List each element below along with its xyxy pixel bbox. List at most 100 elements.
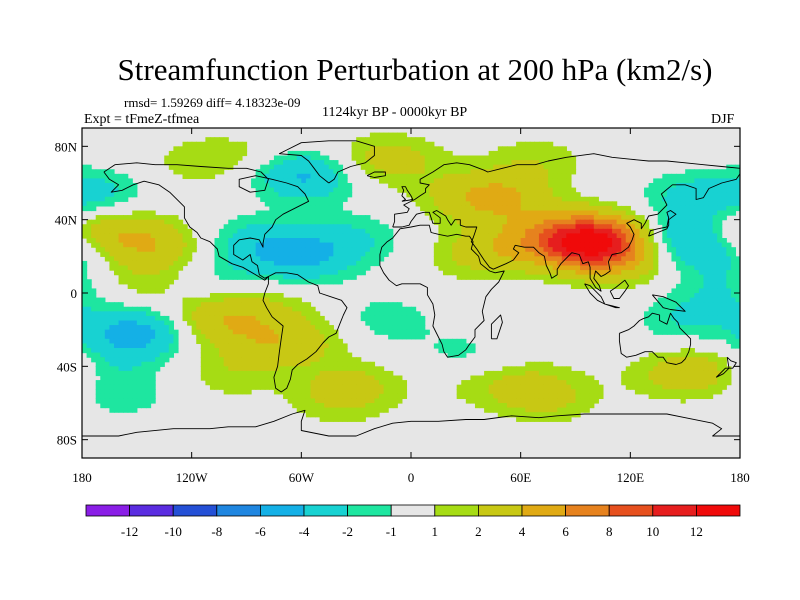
field-cell xyxy=(538,238,545,244)
field-cell xyxy=(365,315,371,322)
field-cell xyxy=(447,150,453,157)
field-cell xyxy=(388,178,394,184)
field-cell xyxy=(141,242,147,248)
field-cell xyxy=(506,164,513,170)
field-cell xyxy=(534,219,540,225)
field-cell xyxy=(566,205,572,212)
field-cell xyxy=(319,228,325,235)
field-cell xyxy=(511,242,517,248)
field-cell xyxy=(561,389,567,395)
field-cell xyxy=(109,228,115,235)
field-cell xyxy=(607,215,613,221)
field-cell xyxy=(470,375,476,381)
field-cell xyxy=(223,306,229,312)
field-cell xyxy=(246,338,252,345)
field-cell xyxy=(273,361,280,367)
field-cell xyxy=(283,238,289,244)
field-cell xyxy=(246,334,252,340)
field-cell xyxy=(538,192,545,198)
field-cell xyxy=(319,279,325,285)
field-cell xyxy=(411,183,417,189)
field-cell xyxy=(283,215,289,221)
field-cell xyxy=(91,242,97,248)
field-cell xyxy=(456,219,462,225)
field-cell xyxy=(118,173,124,180)
field-cell xyxy=(292,297,298,303)
field-cell xyxy=(511,238,517,244)
field-cell xyxy=(100,251,106,257)
field-cell xyxy=(511,389,517,395)
field-cell xyxy=(159,228,165,235)
field-cell xyxy=(484,389,490,395)
field-cell xyxy=(447,164,453,170)
field-cell xyxy=(456,155,462,161)
field-cell xyxy=(657,205,663,212)
field-cell xyxy=(671,306,677,312)
field-cell xyxy=(292,279,298,285)
field-cell xyxy=(113,242,120,248)
field-cell xyxy=(264,348,270,354)
field-cell xyxy=(580,256,586,262)
field-cell xyxy=(219,384,225,390)
field-cell xyxy=(273,380,280,386)
field-cell xyxy=(474,228,481,235)
field-cell xyxy=(324,224,330,230)
field-cell xyxy=(552,178,558,184)
field-cell xyxy=(324,361,330,367)
field-cell xyxy=(324,265,330,271)
field-cell xyxy=(474,380,481,386)
field-cell xyxy=(214,357,220,363)
field-cell xyxy=(164,283,170,290)
field-cell xyxy=(104,238,111,244)
field-cell xyxy=(310,343,316,349)
field-cell xyxy=(196,164,202,170)
field-cell xyxy=(159,320,165,326)
field-cell xyxy=(273,247,280,253)
field-cell xyxy=(100,178,106,184)
field-cell xyxy=(534,173,540,180)
field-cell xyxy=(301,315,307,322)
field-cell xyxy=(721,288,727,294)
field-cell xyxy=(671,325,677,331)
field-cell xyxy=(598,256,604,262)
field-cell xyxy=(456,348,462,354)
field-cell xyxy=(241,146,248,152)
field-cell xyxy=(273,389,280,395)
field-cell xyxy=(538,233,545,239)
field-cell xyxy=(438,265,444,271)
field-cell xyxy=(730,201,737,207)
field-cell xyxy=(241,270,248,276)
field-cell xyxy=(689,375,695,381)
field-cell xyxy=(575,283,581,290)
field-cell xyxy=(525,150,531,157)
field-cell xyxy=(379,178,385,184)
field-cell xyxy=(383,302,389,308)
field-cell xyxy=(721,320,727,326)
field-cell xyxy=(360,164,366,170)
field-cell xyxy=(685,265,691,271)
field-cell xyxy=(150,228,156,235)
field-cell xyxy=(273,370,280,377)
field-cell xyxy=(287,247,293,253)
field-cell xyxy=(516,219,522,225)
field-cell xyxy=(621,233,627,239)
field-cell xyxy=(315,164,321,170)
field-cell xyxy=(511,150,517,157)
field-cell xyxy=(479,270,485,276)
field-cell xyxy=(109,352,115,358)
field-cell xyxy=(433,201,440,207)
field-cell xyxy=(145,247,152,253)
field-cell xyxy=(177,265,184,271)
field-cell xyxy=(205,370,211,377)
field-cell xyxy=(324,279,330,285)
field-cell xyxy=(676,251,682,257)
field-cell xyxy=(255,370,261,377)
field-cell xyxy=(484,375,490,381)
field-cell xyxy=(333,242,339,248)
field-cell xyxy=(593,210,599,216)
field-cell xyxy=(113,325,120,331)
field-cell xyxy=(347,238,353,244)
field-cell xyxy=(598,251,604,257)
field-cell xyxy=(287,265,293,271)
field-cell xyxy=(447,178,453,184)
